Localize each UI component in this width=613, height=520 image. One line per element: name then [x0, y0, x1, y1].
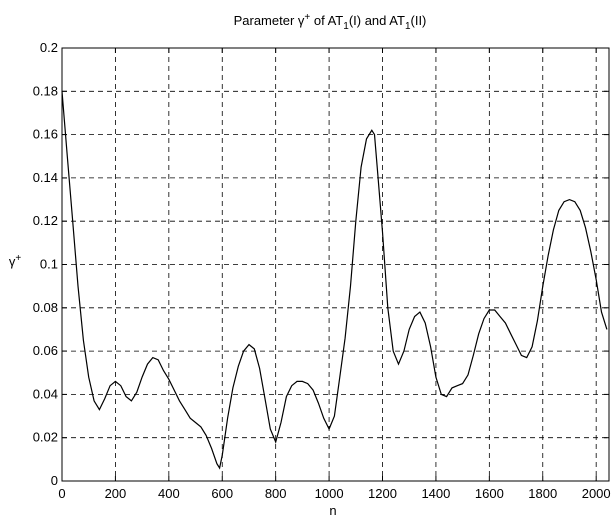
y-tick-label: 0.2 [40, 40, 58, 55]
title-subscript-1: 1 [343, 21, 349, 32]
title-gamma-symbol: γ [298, 13, 305, 28]
x-tick-label: 2000 [582, 486, 611, 501]
title-middle-2: (I) and AT [349, 13, 405, 28]
grid-layer [62, 48, 609, 481]
x-tick-label: 600 [211, 486, 233, 501]
x-tick-label: 1600 [475, 486, 504, 501]
x-tick-labels: 0 200 400 600 800 1000 1200 1400 1600 1800 2000 [58, 486, 610, 501]
x-tick-label: 1000 [315, 486, 344, 501]
x-axis-label: n [329, 503, 336, 518]
y-tick-label: 0.1 [40, 257, 58, 272]
x-tick-label: 1400 [421, 486, 450, 501]
title-suffix: (II) [411, 13, 427, 28]
x-tick-label: 1200 [368, 486, 397, 501]
title-gamma-superscript: + [304, 12, 310, 23]
x-tick-label: 0 [58, 486, 65, 501]
y-axis-label-superscript: + [15, 253, 21, 264]
y-tick-label: 0.18 [33, 83, 58, 98]
y-tick-labels: 0 0.02 0.04 0.06 0.08 0.1 0.12 0.14 0.16 0.18 0.2 [33, 40, 58, 488]
y-tick-label: 0.02 [33, 430, 58, 445]
x-tick-label: 400 [158, 486, 180, 501]
svg-text:Parameter γ+ of AT1(I) and AT1: Parameter γ+ of AT1(I) and AT1(II) [234, 12, 427, 32]
y-tick-label: 0.12 [33, 213, 58, 228]
title-subscript-2: 1 [405, 21, 411, 32]
y-tick-label: 0.08 [33, 300, 58, 315]
x-tick-label: 200 [105, 486, 127, 501]
y-tick-label: 0.06 [33, 343, 58, 358]
gamma-plus-series-line [61, 91, 608, 470]
y-tick-label: 0.16 [33, 127, 58, 142]
x-tick-label: 1800 [528, 486, 557, 501]
y-axis-label: γ+ [9, 253, 22, 269]
x-tick-label: 800 [265, 486, 287, 501]
y-axis-label-symbol: γ [9, 254, 16, 269]
y-tick-label: 0.14 [33, 170, 58, 185]
y-tick-label: 0.04 [33, 386, 58, 401]
plot-title: Parameter γ+ of AT1(I) and AT1(II) [234, 12, 427, 32]
y-tick-label: 0 [51, 473, 58, 488]
title-middle: of AT [310, 13, 343, 28]
plot-frame [61, 47, 610, 482]
title-prefix: Parameter [234, 13, 298, 28]
